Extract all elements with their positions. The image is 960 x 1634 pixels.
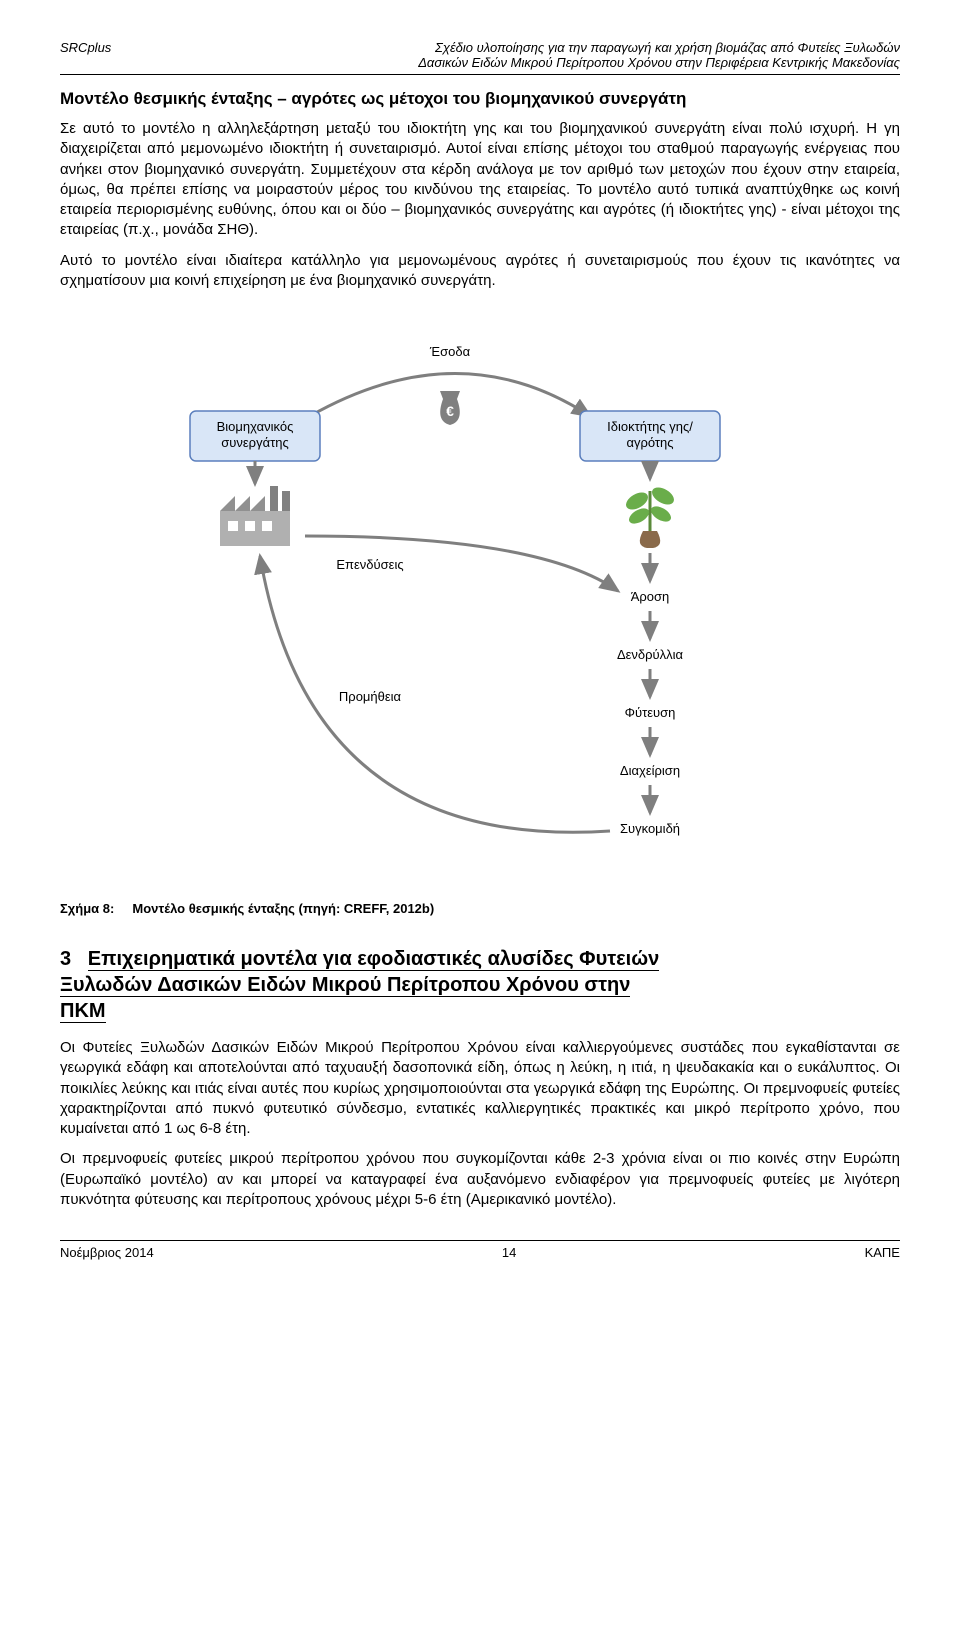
harvest-label: Συγκομιδή (620, 821, 680, 836)
manage-label: Διαχείριση (620, 763, 680, 778)
figure-caption: Σχήμα 8: Μοντέλο θεσμικής ένταξης (πηγή:… (60, 901, 900, 916)
investments-label: Επενδύσεις (336, 557, 403, 572)
header-left: SRCplus (60, 40, 111, 70)
header-right: Σχέδιο υλοποίησης για την παραγωγή και χ… (418, 40, 900, 70)
paragraph-2: Αυτό το μοντέλο είναι ιδιαίτερα κατάλληλ… (60, 251, 900, 292)
page-header: SRCplus Σχέδιο υλοποίησης για την παραγω… (60, 40, 900, 70)
plant-icon (623, 484, 677, 548)
money-bag-icon: € (440, 391, 460, 425)
svg-text:συνεργάτης: συνεργάτης (221, 435, 288, 450)
svg-text:Ιδιοκτήτης γης/: Ιδιοκτήτης γης/ (607, 419, 693, 434)
caption-label: Σχήμα 8: (60, 901, 114, 916)
seedlings-label: Δενδρύλλια (617, 647, 684, 662)
page-footer: Νοέμβριος 2014 14 ΚΑΠΕ (60, 1240, 900, 1260)
factory-icon (220, 486, 290, 546)
svg-text:Βιομηχανικός: Βιομηχανικός (217, 419, 294, 434)
svg-text:€: € (446, 403, 454, 419)
till-label: Άροση (631, 589, 670, 604)
paragraph-1: Σε αυτό το μοντέλο η αλληλεξάρτηση μεταξ… (60, 119, 900, 241)
section-title: Μοντέλο θεσμικής ένταξης – αγρότες ως μέ… (60, 89, 900, 109)
footer-right: ΚΑΠΕ (865, 1245, 900, 1260)
flowchart-diagram: Έσοδα € Βιομηχανικός συνεργάτης Ιδιοκτήτ… (160, 321, 800, 881)
footer-center: 14 (502, 1245, 516, 1260)
footer-left: Νοέμβριος 2014 (60, 1245, 154, 1260)
plant-label: Φύτευση (625, 705, 676, 720)
chapter-heading: 3 Επιχειρηματικά μοντέλα για εφοδιαστικέ… (60, 946, 900, 1024)
header-rule (60, 74, 900, 75)
supply-arc (260, 556, 610, 832)
svg-text:αγρότης: αγρότης (626, 435, 673, 450)
paragraph-4: Οι πρεμνοφυείς φυτείες μικρού περίτροπου… (60, 1149, 900, 1210)
revenue-label: Έσοδα (429, 344, 471, 359)
paragraph-3: Οι Φυτείες Ξυλωδών Δασικών Ειδών Μικρού … (60, 1038, 900, 1139)
caption-text: Μοντέλο θεσμικής ένταξης (πηγή: CREFF, 2… (132, 901, 434, 916)
supply-label: Προμήθεια (339, 689, 402, 704)
